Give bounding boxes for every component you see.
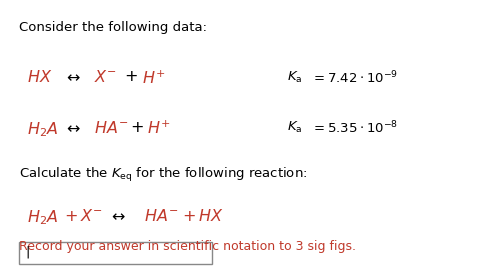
- FancyBboxPatch shape: [19, 242, 212, 264]
- Text: $\mathit{HA}^{-}$: $\mathit{HA}^{-}$: [144, 208, 178, 224]
- Text: $\mathit{H_2A}$: $\mathit{H_2A}$: [27, 208, 58, 227]
- Text: $+\,\mathit{HX}$: $+\,\mathit{HX}$: [182, 208, 224, 224]
- Text: $\leftrightarrow$: $\leftrightarrow$: [63, 69, 80, 84]
- Text: $+$: $+$: [130, 120, 144, 135]
- Text: $\leftrightarrow$: $\leftrightarrow$: [63, 120, 80, 135]
- Text: $+\,\mathit{X}^{-}$: $+\,\mathit{X}^{-}$: [64, 208, 102, 224]
- Text: $\mathit{HX}$: $\mathit{HX}$: [27, 69, 52, 85]
- Text: $\mathit{H_2A}$: $\mathit{H_2A}$: [27, 120, 58, 139]
- Text: $\mathit{H}^{+}$: $\mathit{H}^{+}$: [142, 69, 165, 87]
- Text: |: |: [25, 245, 29, 258]
- Text: $K_{\mathrm{a}}$: $K_{\mathrm{a}}$: [287, 69, 302, 85]
- Text: $+$: $+$: [124, 69, 138, 84]
- Text: $\mathit{X}^{-}$: $\mathit{X}^{-}$: [94, 69, 117, 85]
- Text: Record your answer in scientific notation to 3 sig figs.: Record your answer in scientific notatio…: [19, 240, 356, 253]
- Text: Calculate the $K_{\mathrm{eq}}$ for the following reaction:: Calculate the $K_{\mathrm{eq}}$ for the …: [19, 166, 308, 183]
- Text: $= 5.35 \cdot 10^{-8}$: $= 5.35 \cdot 10^{-8}$: [311, 120, 398, 137]
- Text: $\mathit{HA}^{-}$: $\mathit{HA}^{-}$: [94, 120, 128, 136]
- Text: $\leftrightarrow$: $\leftrightarrow$: [108, 208, 126, 223]
- Text: $= 7.42 \cdot 10^{-9}$: $= 7.42 \cdot 10^{-9}$: [311, 69, 398, 86]
- Text: $\mathit{H}^{+}$: $\mathit{H}^{+}$: [147, 120, 170, 138]
- Text: Consider the following data:: Consider the following data:: [19, 21, 207, 34]
- Text: $K_{\mathrm{a}}$: $K_{\mathrm{a}}$: [287, 120, 302, 135]
